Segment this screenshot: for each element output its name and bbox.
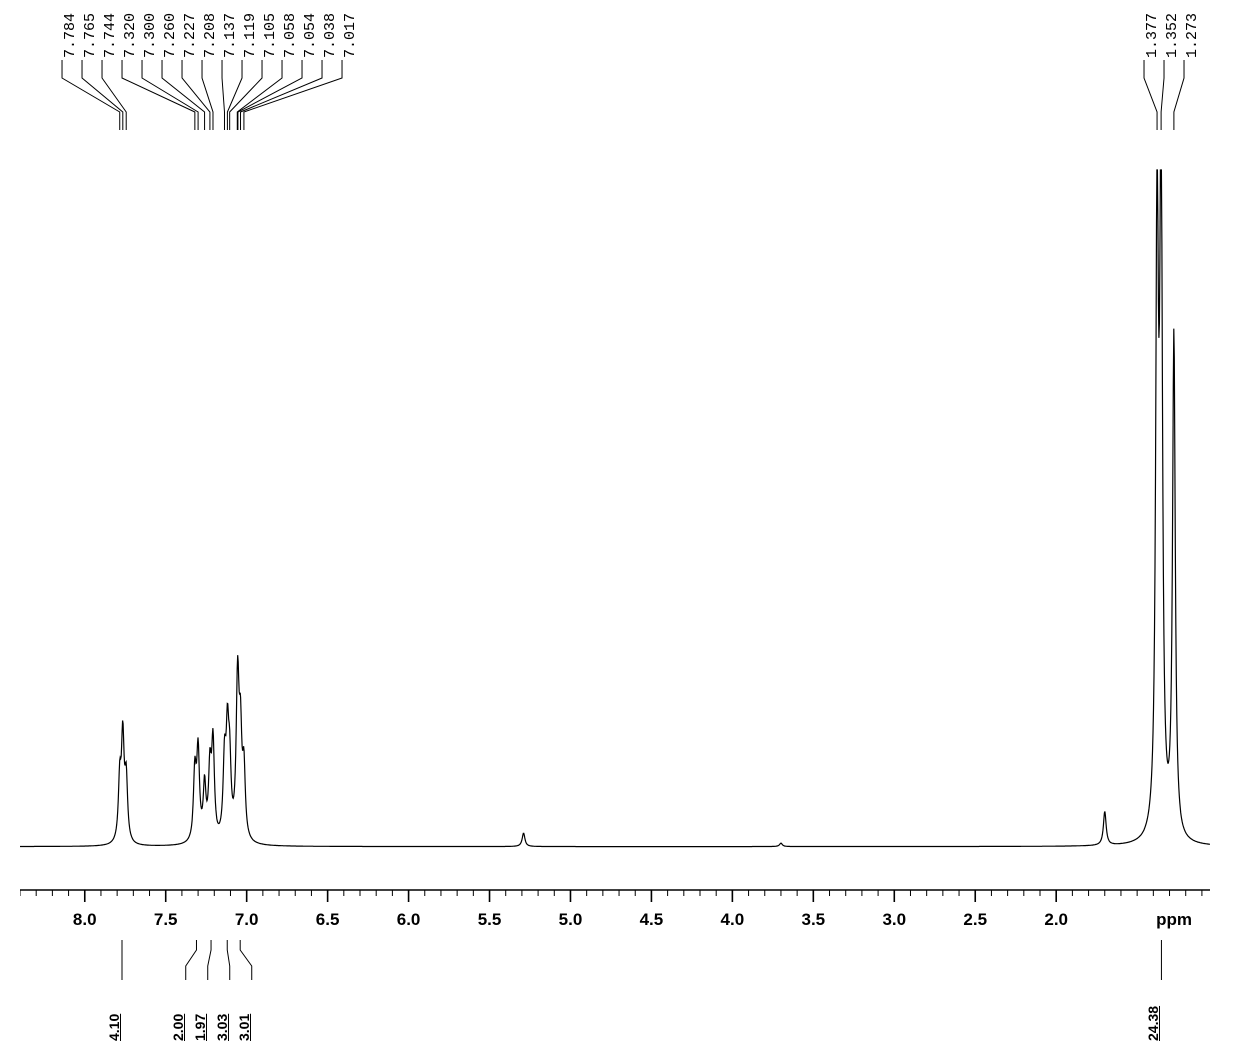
axis-tick-label: 7.5	[154, 910, 178, 930]
axis-tick-label: 3.0	[882, 910, 906, 930]
integral-value-label: 3.03	[214, 1014, 230, 1041]
peak-label-region: 7.7847.7657.7447.3207.3007.2607.2277.208…	[0, 0, 1240, 95]
axis-tick-label: 6.0	[397, 910, 421, 930]
integral-value-label: 4.10	[106, 1014, 122, 1041]
integral-indicator-lines	[0, 940, 1240, 980]
axis-svg	[20, 880, 1210, 940]
axis-tick-label: 5.0	[559, 910, 583, 930]
axis-tick-label: 2.5	[963, 910, 987, 930]
integral-value-label: 2.00	[170, 1014, 186, 1041]
axis-tick-label: 4.5	[640, 910, 664, 930]
integral-value-label: 24.38	[1145, 1006, 1161, 1041]
integral-value-label: 3.01	[236, 1014, 252, 1041]
nmr-spectrum-plot	[20, 160, 1210, 860]
spectrum-svg	[20, 160, 1210, 860]
axis-unit-label: ppm	[1156, 910, 1192, 930]
axis-tick-label: 7.0	[235, 910, 259, 930]
axis-tick-label: 3.5	[802, 910, 826, 930]
axis-tick-label: 2.0	[1044, 910, 1068, 930]
axis-tick-label: 5.5	[478, 910, 502, 930]
integral-value-label: 1.97	[192, 1014, 208, 1041]
integral-region: 4.10 2.00 1.97 3.03 3.01 24.38	[0, 940, 1240, 1040]
axis-tick-label: 6.5	[316, 910, 340, 930]
axis-tick-label: 4.0	[721, 910, 745, 930]
x-axis: ppm 8.0 7.5 7.0 6.5 6.0 5.5 5.0 4.5 4.0 3.5 3.0 2.5…	[20, 880, 1210, 940]
axis-tick-label: 8.0	[73, 910, 97, 930]
